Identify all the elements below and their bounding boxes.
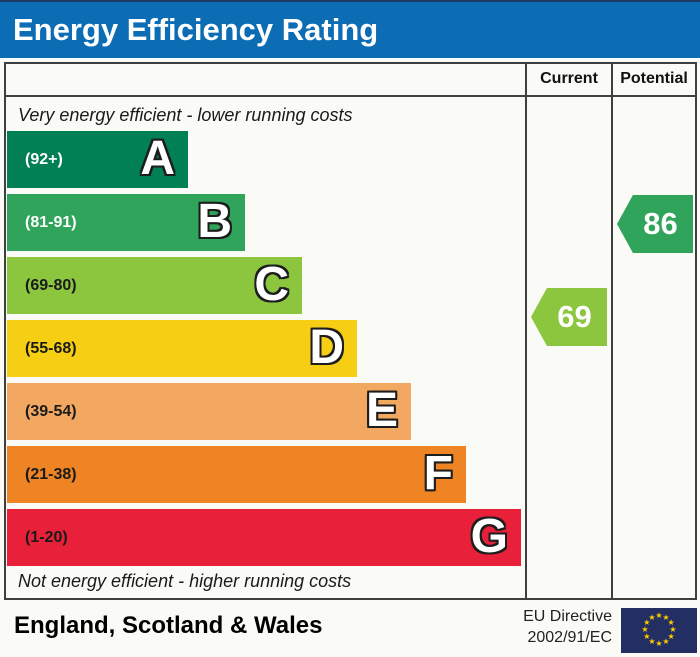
eu-directive-line2: 2002/91/EC <box>527 629 612 646</box>
potential-rating-value: 86 <box>643 206 678 241</box>
eu-flag-star-icon: ★ <box>648 612 656 622</box>
band-range-label: (81-91) <box>25 213 77 231</box>
eu-flag-star-icon: ★ <box>655 639 663 648</box>
eu-flag-icon: ★ ★ ★ ★ ★ ★ ★ ★ ★ ★ ★ ★ <box>621 608 697 653</box>
current-rating-value: 69 <box>557 299 592 334</box>
band-c: (69-80) C <box>7 257 302 314</box>
band-letter: B <box>197 194 232 248</box>
band-range-label: (1-20) <box>25 528 68 546</box>
potential-rating-arrow: 86 <box>617 195 693 253</box>
band-letter: F <box>423 446 453 500</box>
band-range-label: (92+) <box>25 150 63 168</box>
current-rating-arrow: 69 <box>531 288 607 346</box>
page-title: Energy Efficiency Rating <box>13 12 379 47</box>
header-row-divider <box>4 95 697 97</box>
band-letter: D <box>309 320 344 374</box>
band-letter: A <box>140 131 175 185</box>
eu-flag-star-icon: ★ <box>669 625 677 634</box>
band-range-label: (21-38) <box>25 465 77 483</box>
band-range-label: (39-54) <box>25 402 77 420</box>
band-b: (81-91) B <box>7 194 245 251</box>
eu-flag-star-icon: ★ <box>655 611 663 620</box>
eu-flag-star-icon: ★ <box>641 625 649 634</box>
column-header-potential: Potential <box>620 69 688 87</box>
eu-directive-line1: EU Directive <box>523 608 612 625</box>
band-letter: C <box>254 257 289 311</box>
title-bar: Energy Efficiency Rating <box>0 0 700 58</box>
top-note: Very energy efficient - lower running co… <box>18 105 353 125</box>
band-a: (92+) A <box>7 131 188 188</box>
rating-table-border <box>4 62 697 600</box>
band-e: (39-54) E <box>7 383 411 440</box>
eu-flag-star-icon: ★ <box>648 637 656 647</box>
eu-flag-star-icon: ★ <box>662 612 670 622</box>
band-letter: E <box>365 383 398 437</box>
column-divider-current <box>525 62 527 600</box>
eu-flag-star-icon: ★ <box>667 618 675 627</box>
band-range-label: (55-68) <box>25 339 77 357</box>
column-header-current: Current <box>540 69 598 87</box>
bottom-note: Not energy efficient - higher running co… <box>18 571 352 591</box>
band-f: (21-38) F <box>7 446 466 503</box>
eu-flag-star-icon: ★ <box>643 632 651 641</box>
eu-flag-star-icon: ★ <box>643 618 651 627</box>
band-range-label: (69-80) <box>25 276 77 294</box>
band-letter: G <box>470 509 508 563</box>
eu-directive-label: EU Directive 2002/91/EC <box>450 606 612 648</box>
column-divider-potential <box>611 62 613 600</box>
band-g: (1-20) G <box>7 509 521 566</box>
region-label: England, Scotland & Wales <box>14 612 323 639</box>
eu-flag-star-icon: ★ <box>662 637 670 647</box>
band-d: (55-68) D <box>7 320 357 377</box>
eu-flag-star-icon: ★ <box>667 632 675 641</box>
